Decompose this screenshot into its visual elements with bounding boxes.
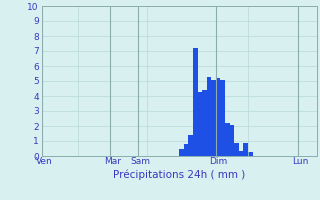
Bar: [234, 142, 239, 156]
Bar: [197, 92, 202, 156]
Bar: [179, 148, 184, 156]
Bar: [225, 123, 230, 156]
Bar: [211, 79, 216, 156]
Bar: [248, 152, 252, 156]
X-axis label: Précipitations 24h ( mm ): Précipitations 24h ( mm ): [113, 169, 245, 180]
Bar: [193, 48, 197, 156]
Bar: [188, 135, 193, 156]
Bar: [244, 143, 248, 156]
Bar: [230, 124, 234, 156]
Bar: [184, 144, 188, 156]
Bar: [207, 76, 211, 156]
Bar: [216, 78, 220, 156]
Bar: [220, 79, 225, 156]
Bar: [239, 151, 244, 156]
Bar: [202, 90, 207, 156]
